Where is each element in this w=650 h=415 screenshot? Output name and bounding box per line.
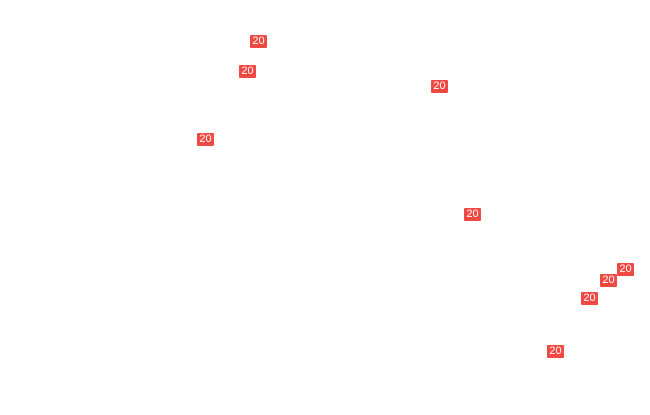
map-marker-badge[interactable]: 20 <box>431 80 448 93</box>
map-marker-badge[interactable]: 20 <box>617 263 634 276</box>
map-marker-badge[interactable]: 20 <box>239 65 256 78</box>
map-marker-badge[interactable]: 20 <box>547 345 564 358</box>
map-marker-badge[interactable]: 20 <box>250 35 267 48</box>
map-marker-badge[interactable]: 20 <box>600 274 617 287</box>
map-marker-badge[interactable]: 20 <box>464 208 481 221</box>
map-marker-badge[interactable]: 20 <box>581 292 598 305</box>
map-marker-badge[interactable]: 20 <box>197 133 214 146</box>
